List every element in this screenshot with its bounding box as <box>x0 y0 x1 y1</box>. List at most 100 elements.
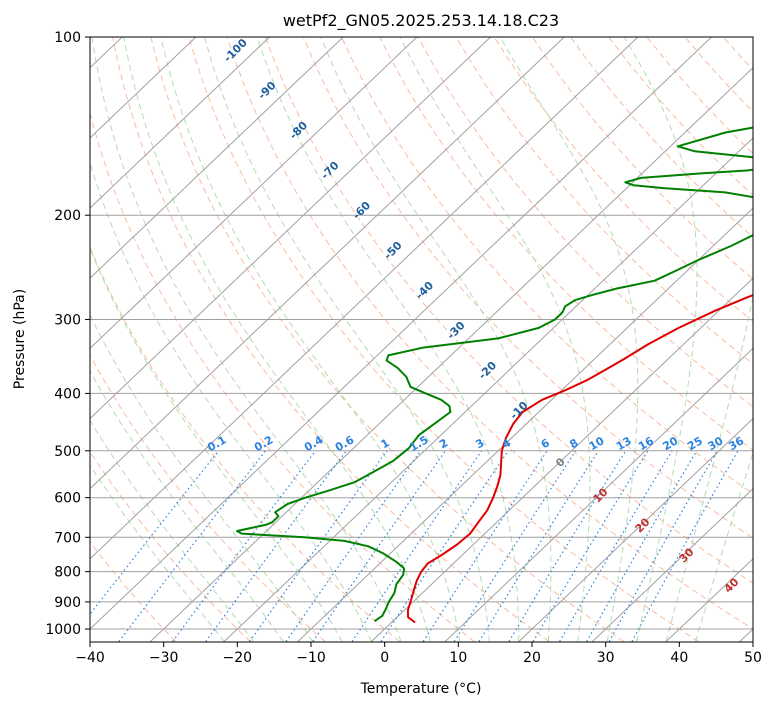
moist-adiabat <box>160 37 461 642</box>
isotherm <box>90 37 639 560</box>
isotherm <box>664 558 753 642</box>
y-tick-label: 400 <box>54 386 81 402</box>
moist-adiabat <box>90 464 225 642</box>
y-tick-label: 600 <box>54 491 81 507</box>
moist-adiabat <box>90 370 284 642</box>
sounding-series <box>236 126 753 624</box>
x-tick-label: 0 <box>380 650 389 666</box>
axes: −40 −30 −20 −10 0 10 20 30 40 5010020030040050060… <box>45 30 762 666</box>
y-tick-label: 1000 <box>45 622 81 638</box>
dry-adiabat <box>90 246 401 642</box>
moist-adiabat <box>256 37 520 642</box>
x-tick-label: −40 <box>75 650 105 666</box>
y-axis-title: Pressure (hPa) <box>12 289 28 389</box>
x-tick-label: −10 <box>296 650 326 666</box>
dry-adiabat <box>302 37 753 539</box>
dry-adiabat <box>264 37 753 584</box>
isotherm <box>90 37 713 630</box>
extra-contour-label: 30 <box>677 545 697 565</box>
x-tick-label: 30 <box>597 650 615 666</box>
chart-title: wetPf2_GN05.2025.253.14.18.C23 <box>283 11 559 31</box>
moist-adiabat <box>90 161 372 642</box>
y-tick-label: 700 <box>54 530 81 546</box>
wet-bulb-label: -60 <box>350 199 373 222</box>
dry-adiabat <box>90 450 251 642</box>
moist-adiabat <box>123 37 431 642</box>
mixing-ratio-label: 6 <box>539 436 552 451</box>
mixing-ratio-line <box>285 450 422 642</box>
mixing-ratio-line <box>559 450 673 642</box>
dry-adiabat <box>684 37 753 113</box>
mixing-ratio-line <box>312 450 446 642</box>
dry-adiabat <box>341 37 753 495</box>
x-tick-label: −30 <box>149 650 179 666</box>
dry-adiabat <box>226 37 753 630</box>
x-tick-label: 20 <box>523 650 541 666</box>
wet-bulb-label: -90 <box>255 79 278 102</box>
background-lines <box>0 24 775 654</box>
isotherm <box>90 37 492 420</box>
mixing-ratio-line <box>90 450 220 616</box>
dry-adiabat <box>112 37 550 642</box>
extra-contour-label: 20 <box>633 515 653 535</box>
mixing-ratio-line <box>608 450 718 642</box>
isotherm <box>90 37 344 279</box>
dry-adiabat <box>150 37 625 642</box>
moist-adiabat <box>695 451 753 642</box>
mixing-ratio-line <box>478 450 599 642</box>
y-tick-label: 900 <box>54 595 81 611</box>
isotherm <box>296 207 753 642</box>
moist-adiabat <box>90 247 343 642</box>
x-tick-label: 50 <box>744 650 762 666</box>
isotherm <box>0 24 62 654</box>
x-axis-title: Temperature (°C) <box>360 681 482 697</box>
moist-adiabat <box>91 37 402 642</box>
isotherm <box>149 67 753 642</box>
mixing-ratio-line <box>380 450 509 642</box>
wet-bulb-label: -100 <box>221 36 250 65</box>
wet-bulb-label: -70 <box>318 159 341 182</box>
wet-bulb-label: -10 <box>507 399 530 422</box>
extra-contour-label: 0 <box>553 455 568 470</box>
isotherm <box>222 137 753 642</box>
moist-adiabat <box>204 37 490 642</box>
y-tick-label: 800 <box>54 565 81 581</box>
mixing-ratio-line <box>532 450 649 642</box>
isotherm <box>443 347 753 642</box>
wet-bulb-label: -50 <box>381 239 404 262</box>
y-tick-label: 100 <box>54 30 81 46</box>
mixing-ratio-line <box>631 450 739 642</box>
mixing-ratio-line <box>453 450 577 642</box>
isotherm <box>591 487 753 642</box>
y-tick-label: 200 <box>54 208 81 224</box>
x-tick-label: 10 <box>449 650 467 666</box>
isotherm <box>90 37 271 209</box>
wet-bulb-label: -40 <box>413 279 436 302</box>
moist-adiabat <box>90 313 314 642</box>
isotherm <box>738 628 753 642</box>
isotherm <box>90 37 197 139</box>
moist-adiabat <box>399 37 591 642</box>
isotherm <box>90 37 565 490</box>
moist-adiabat <box>499 37 639 642</box>
dewpoint-line <box>236 126 753 623</box>
dry-adiabat <box>90 111 475 642</box>
dry-adiabat <box>379 37 753 451</box>
plot-frame <box>89 36 754 643</box>
wet-bulb-label: -30 <box>444 319 467 342</box>
mixing-ratio-line <box>586 450 698 642</box>
dry-adiabat <box>90 354 326 642</box>
isotherm <box>370 277 753 642</box>
wet-bulb-label: -20 <box>476 359 499 382</box>
dry-adiabat <box>646 37 753 155</box>
extra-contour-label: 40 <box>722 575 742 595</box>
mixing-ratio-line <box>249 450 388 642</box>
dry-adiabat <box>761 37 775 642</box>
moist-adiabat <box>320 37 552 642</box>
wet-bulb-label: -80 <box>287 119 310 142</box>
x-tick-label: −20 <box>223 650 253 666</box>
mixing-ratio-line <box>508 450 627 642</box>
isotherm <box>90 37 418 350</box>
y-tick-label: 300 <box>54 312 81 328</box>
